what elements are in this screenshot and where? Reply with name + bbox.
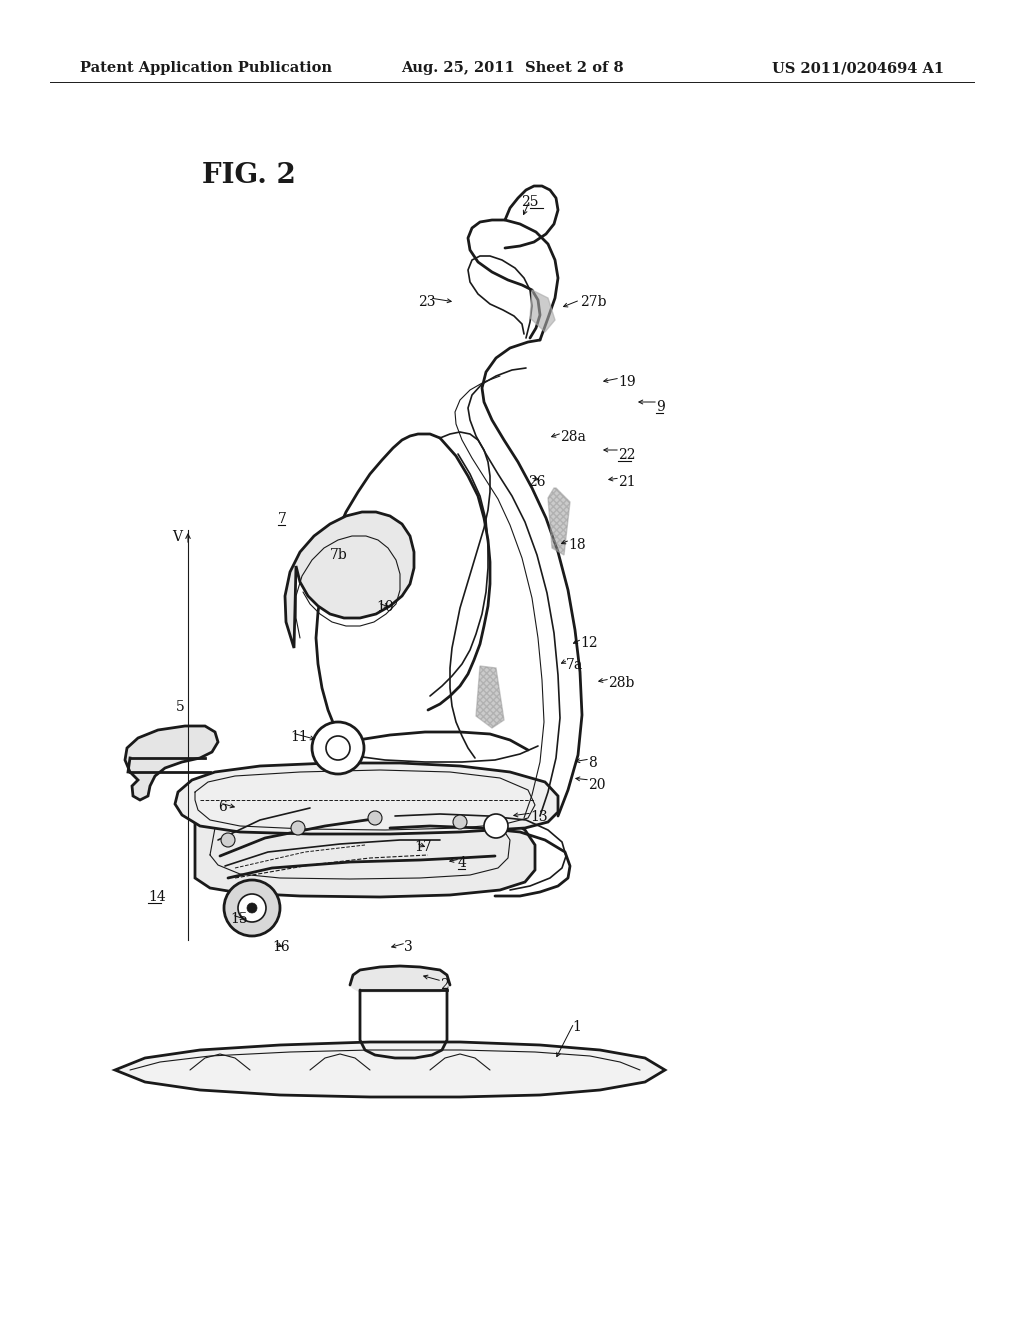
Polygon shape — [350, 966, 450, 993]
Text: 27b: 27b — [580, 294, 606, 309]
Text: 2: 2 — [440, 978, 449, 993]
Text: 9: 9 — [656, 400, 665, 414]
Text: 28a: 28a — [560, 430, 586, 444]
Polygon shape — [548, 488, 570, 554]
Text: 5: 5 — [176, 700, 184, 714]
Polygon shape — [175, 763, 558, 834]
Text: 23: 23 — [418, 294, 435, 309]
Text: V: V — [172, 531, 182, 544]
Text: Aug. 25, 2011  Sheet 2 of 8: Aug. 25, 2011 Sheet 2 of 8 — [400, 61, 624, 75]
Text: 11: 11 — [290, 730, 308, 744]
Polygon shape — [530, 290, 555, 333]
Text: 21: 21 — [618, 475, 636, 488]
Text: 3: 3 — [404, 940, 413, 954]
Polygon shape — [476, 667, 504, 729]
Text: 28b: 28b — [608, 676, 635, 690]
Polygon shape — [115, 1041, 665, 1097]
Text: 19: 19 — [618, 375, 636, 389]
Text: 1: 1 — [572, 1020, 581, 1034]
Text: 10: 10 — [376, 601, 393, 614]
Text: Patent Application Publication: Patent Application Publication — [80, 61, 332, 75]
Text: US 2011/0204694 A1: US 2011/0204694 A1 — [772, 61, 944, 75]
Text: 20: 20 — [588, 777, 605, 792]
Circle shape — [291, 821, 305, 836]
Circle shape — [368, 810, 382, 825]
Polygon shape — [125, 726, 218, 800]
Text: 6: 6 — [218, 800, 226, 814]
Text: 16: 16 — [272, 940, 290, 954]
Text: FIG. 2: FIG. 2 — [202, 162, 296, 189]
Text: 7: 7 — [278, 512, 287, 525]
Text: 22: 22 — [618, 447, 636, 462]
Circle shape — [484, 814, 508, 838]
Circle shape — [489, 818, 503, 833]
Circle shape — [247, 903, 257, 913]
Text: 25: 25 — [521, 195, 539, 209]
Text: 7b: 7b — [330, 548, 348, 562]
Text: 17: 17 — [414, 840, 432, 854]
Circle shape — [221, 833, 234, 847]
Polygon shape — [195, 799, 535, 898]
Text: 18: 18 — [568, 539, 586, 552]
Text: 15: 15 — [230, 912, 248, 927]
Text: 26: 26 — [528, 475, 546, 488]
Text: 13: 13 — [530, 810, 548, 824]
Circle shape — [224, 880, 280, 936]
Circle shape — [312, 722, 364, 774]
Text: 12: 12 — [580, 636, 598, 649]
Circle shape — [326, 737, 350, 760]
Text: 14: 14 — [148, 890, 166, 904]
Text: 4: 4 — [458, 855, 467, 870]
Circle shape — [453, 814, 467, 829]
Circle shape — [238, 894, 266, 921]
Polygon shape — [285, 512, 414, 648]
Text: 7a: 7a — [566, 657, 584, 672]
Text: 8: 8 — [588, 756, 597, 770]
